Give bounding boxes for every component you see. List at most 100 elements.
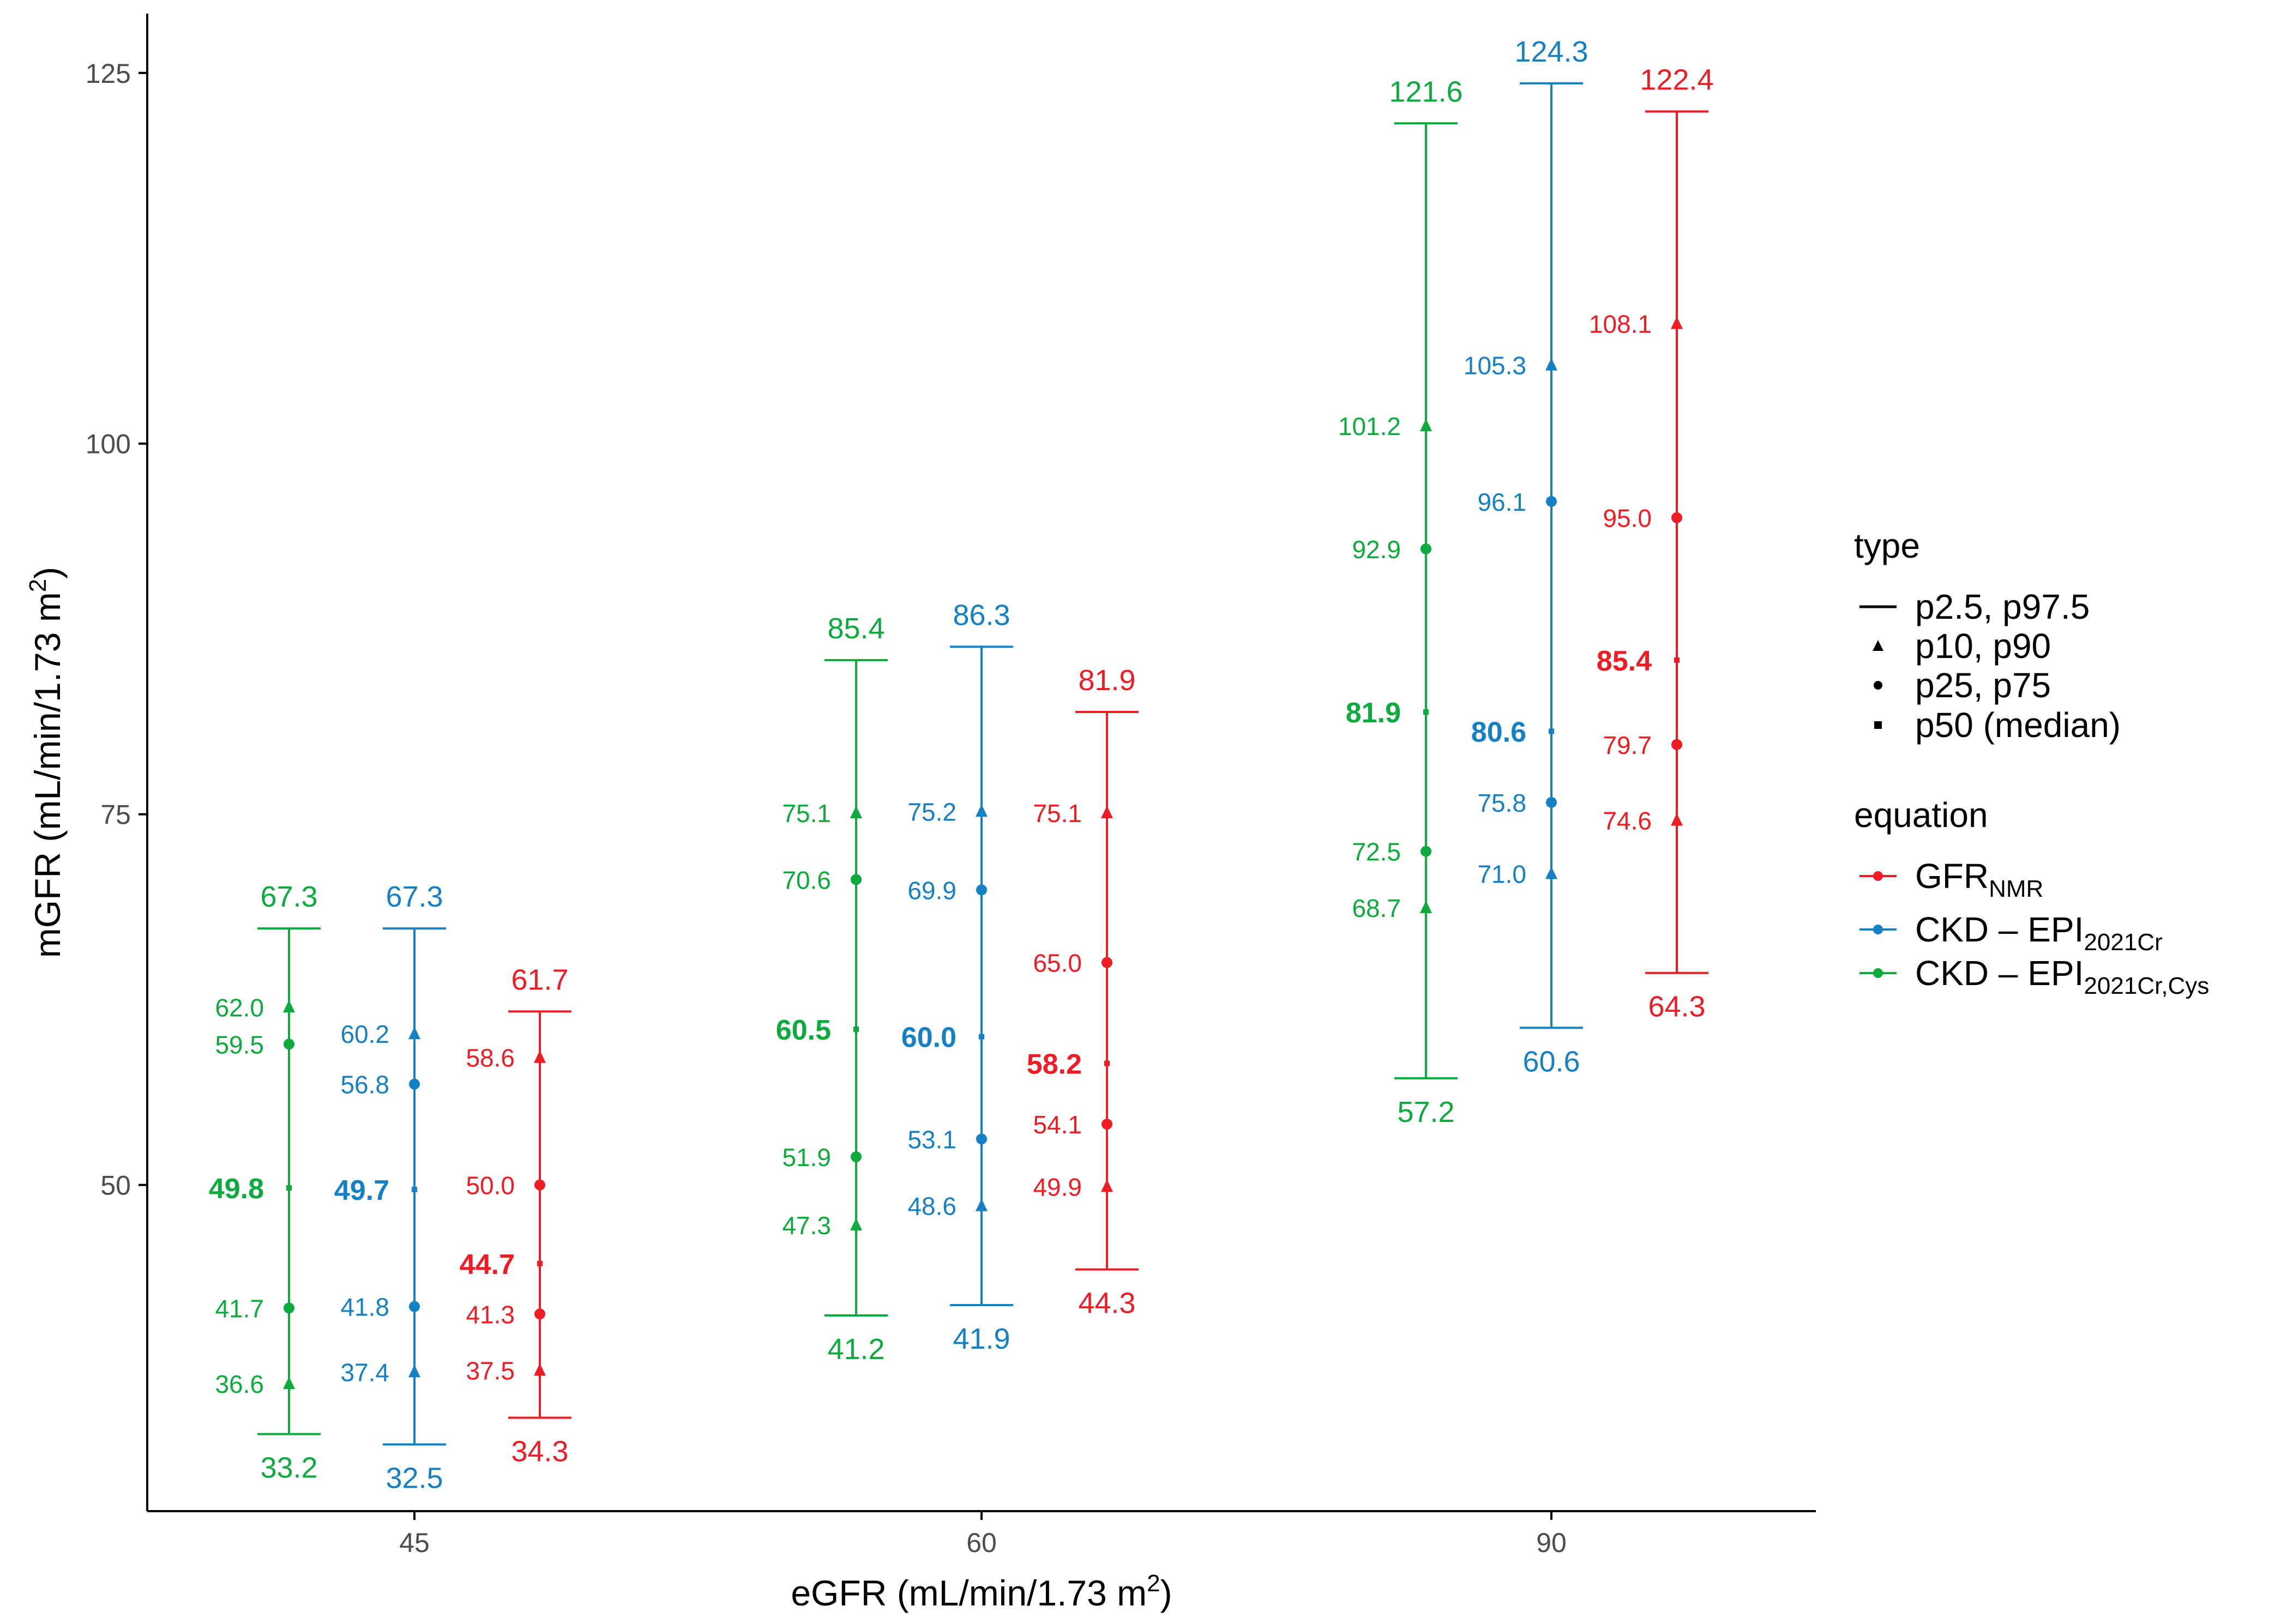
range-0-0: 67.3 33.2 36.6 62.0 41.7 59.5 49.8: [209, 880, 321, 1484]
marker-p50: [853, 1027, 859, 1033]
label-p10: 37.4: [340, 1358, 389, 1386]
marker-p10: [850, 1218, 862, 1231]
label-p2_5: 33.2: [260, 1452, 317, 1484]
label-p75: 69.9: [907, 876, 956, 904]
legend-square-icon: [1874, 721, 1882, 729]
label-p50: 85.4: [1597, 645, 1652, 677]
marker-p90: [976, 804, 988, 817]
x-tick-label: 90: [1536, 1528, 1567, 1558]
marker-p50: [1423, 709, 1429, 715]
label-p50: 49.8: [209, 1173, 264, 1205]
label-p25: 41.8: [340, 1293, 389, 1321]
marker-p25: [976, 1133, 987, 1145]
label-p97_5: 67.3: [260, 880, 317, 913]
marker-p25: [409, 1301, 420, 1312]
marker-p75: [284, 1039, 294, 1050]
label-p25: 53.1: [907, 1125, 956, 1154]
legend-equation-dot-icon: [1873, 871, 1883, 881]
range-0-1: 85.4 41.2 47.3 75.1 51.9 70.6 60.5: [776, 612, 888, 1366]
label-p75: 92.9: [1352, 535, 1401, 564]
label-p97_5: 124.3: [1514, 35, 1588, 68]
marker-p25: [284, 1302, 294, 1314]
marker-p90: [850, 805, 862, 818]
label-p90: 58.6: [466, 1044, 515, 1072]
label-p90: 75.1: [1033, 799, 1082, 828]
range-1-0: 67.3 32.5 37.4 60.2 41.8 56.8 49.7: [334, 880, 446, 1495]
marker-p90: [534, 1050, 546, 1063]
marker-p75: [534, 1179, 545, 1191]
marker-p50: [1104, 1060, 1110, 1066]
marker-p25: [851, 1151, 862, 1162]
x-axis-title: eGFR (mL/min/1.73 m2): [791, 1570, 1172, 1613]
marker-p10: [283, 1377, 295, 1390]
label-p97_5: 67.3: [386, 880, 443, 913]
y-tick-label: 75: [100, 800, 131, 830]
marker-p90: [1545, 358, 1557, 371]
x-tick-label: 60: [966, 1528, 997, 1558]
range-2-2: 122.4 64.3 74.6 108.1 79.7 95.0 85.4: [1589, 64, 1714, 1023]
range-0-2: 121.6 57.2 68.7 101.2 72.5 92.9 81.9: [1338, 75, 1463, 1128]
label-p25: 51.9: [782, 1143, 831, 1172]
legend-equation-label: GFRNMR: [1915, 856, 2043, 902]
label-p90: 105.3: [1464, 352, 1526, 380]
label-p10: 68.7: [1352, 894, 1401, 922]
label-p97_5: 122.4: [1640, 64, 1713, 96]
label-p2_5: 34.3: [511, 1435, 568, 1468]
legend-equation-dot-icon: [1873, 925, 1883, 934]
label-p90: 108.1: [1589, 310, 1652, 338]
x-tick-label: 45: [399, 1528, 430, 1558]
label-p25: 41.3: [466, 1300, 515, 1329]
marker-p25: [1671, 739, 1682, 750]
marker-p75: [1546, 496, 1557, 507]
legend-circle-icon: [1874, 681, 1882, 690]
marker-p10: [534, 1363, 546, 1376]
label-p90: 75.2: [907, 798, 956, 826]
label-p75: 95.0: [1603, 504, 1652, 533]
label-p75: 96.1: [1477, 488, 1526, 516]
marker-p10: [1101, 1179, 1113, 1192]
label-p50: 44.7: [460, 1249, 515, 1281]
label-p97_5: 86.3: [953, 599, 1010, 631]
legend-triangle-icon: [1873, 640, 1883, 651]
range-2-1: 81.9 44.3 49.9 75.1 54.1 65.0 58.2: [1027, 664, 1139, 1320]
label-p10: 48.6: [907, 1192, 956, 1221]
marker-p25: [1546, 796, 1557, 808]
label-p2_5: 44.3: [1078, 1287, 1135, 1320]
label-p25: 75.8: [1477, 789, 1526, 817]
marker-p75: [1671, 512, 1682, 523]
label-p97_5: 121.6: [1389, 75, 1462, 108]
legend-equation-label: CKD – EPI2021Cr: [1915, 910, 2163, 956]
marker-p90: [283, 1000, 295, 1013]
label-p97_5: 61.7: [511, 963, 568, 996]
range-1-1: 86.3 41.9 48.6 75.2 53.1 69.9 60.0: [901, 599, 1013, 1355]
label-p50: 60.5: [776, 1015, 831, 1046]
label-p10: 47.3: [782, 1211, 831, 1240]
label-p50: 60.0: [901, 1022, 956, 1054]
legend-type-label: p25, p75: [1915, 666, 2051, 705]
label-p90: 101.2: [1338, 412, 1401, 440]
marker-p75: [1102, 957, 1112, 968]
label-p2_5: 60.6: [1522, 1045, 1580, 1078]
marker-p90: [1420, 419, 1432, 432]
label-p2_5: 41.9: [953, 1323, 1010, 1355]
legend-equation-title: equation: [1854, 795, 1988, 835]
label-p75: 59.5: [215, 1030, 264, 1059]
label-p25: 41.7: [215, 1294, 264, 1323]
marker-p90: [408, 1027, 420, 1040]
legend-type-label: p50 (median): [1915, 705, 2121, 745]
marker-p75: [851, 874, 862, 885]
range-1-2: 124.3 60.6 71.0 105.3 75.8 96.1 80.6: [1464, 35, 1588, 1078]
marker-p10: [408, 1365, 420, 1378]
label-p50: 58.2: [1027, 1049, 1082, 1080]
legend-type-title: type: [1854, 526, 1920, 565]
label-p75: 56.8: [340, 1071, 389, 1099]
label-p97_5: 85.4: [827, 612, 884, 645]
marker-p75: [1421, 543, 1431, 554]
marker-p25: [1102, 1119, 1112, 1130]
legend-equation-label: CKD – EPI2021Cr,Cys: [1915, 953, 2209, 999]
legend-type-label: p10, p90: [1915, 626, 2051, 666]
marker-p50: [1674, 657, 1680, 663]
marker-p10: [976, 1198, 988, 1211]
